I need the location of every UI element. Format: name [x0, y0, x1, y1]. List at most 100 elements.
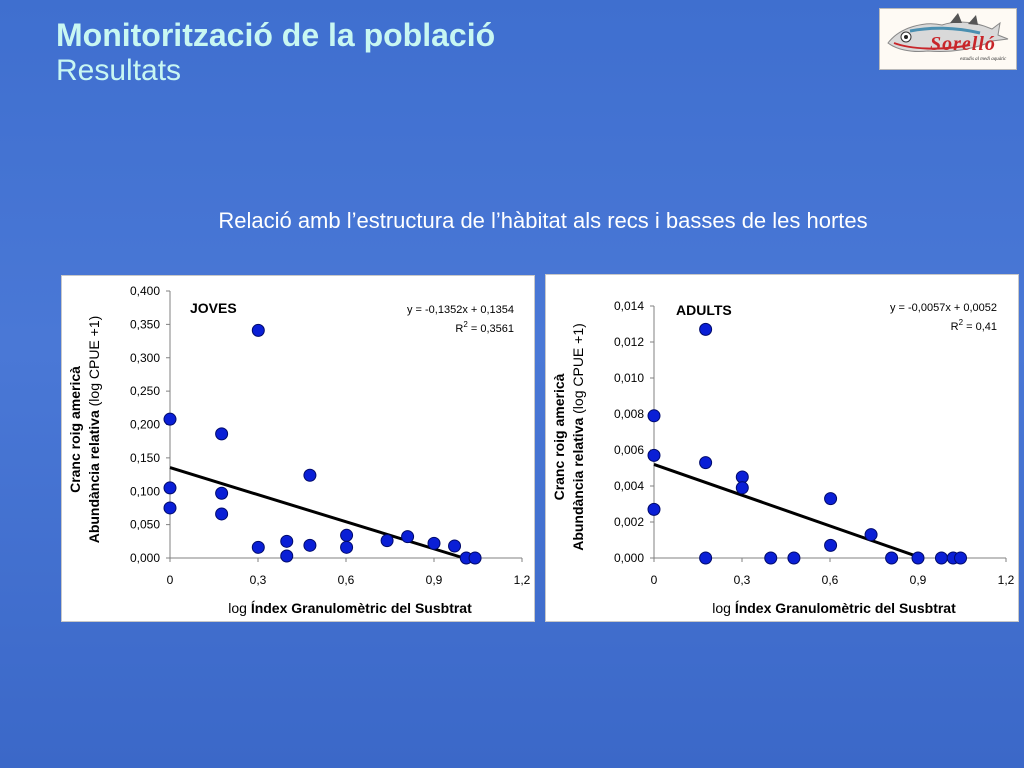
data-point: [699, 322, 713, 336]
fish-logo-icon: [887, 13, 1009, 52]
data-point: [303, 538, 317, 552]
data-point: [954, 551, 968, 565]
data-point: [468, 551, 482, 565]
data-point: [647, 448, 661, 462]
data-point: [427, 536, 441, 550]
y-tick-label: 0,000: [130, 551, 160, 565]
x-axis-title: log Índex Granulomètric del Susbtrat: [228, 600, 472, 616]
y-tick-label: 0,350: [130, 317, 160, 331]
y-tick-label: 0,400: [130, 284, 160, 298]
y-tick-label: 0,000: [614, 551, 644, 565]
data-point: [340, 528, 354, 542]
data-point: [163, 501, 177, 515]
data-point: [885, 551, 899, 565]
x-tick-label: 0,6: [338, 573, 355, 587]
x-tick-label: 1,2: [998, 573, 1015, 587]
slide-title: Monitorització de la població: [56, 17, 496, 53]
y-axis-title-line1: Cranc roig americà: [551, 373, 567, 500]
x-axis-title-bold: Índex Granulomètric del Susbtrat: [735, 600, 956, 616]
data-point: [163, 412, 177, 426]
chart-series-label: JOVES: [190, 300, 237, 316]
data-point: [934, 551, 948, 565]
r-squared-superscript: 2: [959, 318, 964, 327]
r-squared-label: R2 = 0,41: [951, 318, 997, 333]
data-point: [401, 530, 415, 544]
data-point: [280, 534, 294, 548]
scatter-chart-joves: 0,000 0,050 0,100 0,150 0,200 0,250 0,300 0,350…: [67, 284, 531, 616]
x-axis-title-prefix: log: [712, 600, 735, 616]
x-axis-title: log Índex Granulomètric del Susbtrat: [712, 600, 956, 616]
sorello-logo: Sorelló estudis al medi aquàtic: [879, 8, 1017, 70]
data-point: [215, 427, 229, 441]
trendline: [653, 462, 923, 560]
slide-title-block: Monitorització de la població Resultats: [56, 17, 496, 87]
data-point: [215, 486, 229, 500]
data-point: [824, 492, 838, 506]
x-axis-title-bold: Índex Granulomètric del Susbtrat: [251, 600, 472, 616]
data-point: [735, 470, 749, 484]
y-axis-title-rest: (log CPUE +1): [570, 323, 586, 418]
r-squared-superscript: 2: [463, 320, 468, 329]
y-axis-title-bold: Abundància relativa: [86, 410, 102, 543]
data-point: [448, 539, 462, 553]
y-tick-label: 0,012: [614, 335, 644, 349]
data-point: [215, 507, 229, 521]
x-axis-title-prefix: log: [228, 600, 251, 616]
logo-tagline: estudis al medi aquàtic: [960, 57, 1007, 62]
y-tick-label: 0,008: [614, 407, 644, 421]
data-point: [699, 551, 713, 565]
data-point: [699, 456, 713, 470]
x-tick-label: 0,3: [250, 573, 267, 587]
y-tick-label: 0,002: [614, 515, 644, 529]
y-tick-label: 0,300: [130, 351, 160, 365]
x-tick-label: 1,2: [514, 573, 531, 587]
data-point: [251, 323, 265, 337]
data-point: [787, 551, 801, 565]
y-tick-label: 0,200: [130, 418, 160, 432]
data-point: [864, 528, 878, 542]
y-tick-label: 0,250: [130, 384, 160, 398]
y-tick-label: 0,006: [614, 443, 644, 457]
data-point: [647, 502, 661, 516]
data-point: [303, 468, 317, 482]
slide-subtitle: Resultats: [56, 53, 182, 87]
r-squared-symbol: R: [951, 321, 959, 333]
trendline-equation: y = -0,0057x + 0,0052: [890, 302, 997, 314]
chart-panel-adults: 0,000 0,002 0,004 0,006 0,008 0,010 0,012 0,014…: [545, 274, 1019, 622]
y-axis-title-line1: Cranc roig americà: [67, 366, 83, 493]
x-tick-label: 0,9: [426, 573, 443, 587]
data-point: [251, 540, 265, 554]
y-tick-label: 0,050: [130, 518, 160, 532]
y-tick-label: 0,004: [614, 479, 644, 493]
data-point: [163, 481, 177, 495]
data-point: [647, 409, 661, 423]
data-point: [824, 538, 838, 552]
data-point: [764, 551, 778, 565]
r-squared-value: = 0,41: [963, 321, 997, 333]
chart-series-label: ADULTS: [676, 302, 732, 318]
scatter-chart-adults: 0,000 0,002 0,004 0,006 0,008 0,010 0,012 0,014…: [551, 299, 1015, 616]
trendline: [169, 466, 465, 560]
x-tick-label: 0,9: [910, 573, 927, 587]
r-squared-symbol: R: [455, 323, 463, 335]
y-tick-label: 0,014: [614, 299, 644, 313]
r-squared-label: R2 = 0,3561: [455, 320, 514, 335]
y-tick-label: 0,010: [614, 371, 644, 385]
y-axis-title-bold: Abundància relativa: [570, 418, 586, 551]
x-tick-label: 0: [167, 573, 174, 587]
y-axis-title-line2: Abundància relativa (log CPUE +1): [86, 316, 102, 544]
data-point: [280, 549, 294, 563]
r-squared-value: = 0,3561: [468, 323, 514, 335]
trendline-equation: y = -0,1352x + 0,1354: [407, 304, 514, 316]
x-tick-label: 0,3: [734, 573, 751, 587]
logo-brand-text: Sorelló: [930, 33, 996, 55]
y-axis-title-line2: Abundància relativa (log CPUE +1): [570, 323, 586, 551]
x-tick-label: 0,6: [822, 573, 839, 587]
y-axis-title-rest: (log CPUE +1): [86, 316, 102, 411]
data-point: [340, 540, 354, 554]
y-tick-label: 0,150: [130, 451, 160, 465]
data-point: [735, 481, 749, 495]
section-heading: Relació amb l’estructura de l’hàbitat al…: [218, 208, 868, 233]
chart-panel-joves: 0,000 0,050 0,100 0,150 0,200 0,250 0,300 0,350…: [61, 275, 535, 622]
data-point: [380, 534, 394, 548]
